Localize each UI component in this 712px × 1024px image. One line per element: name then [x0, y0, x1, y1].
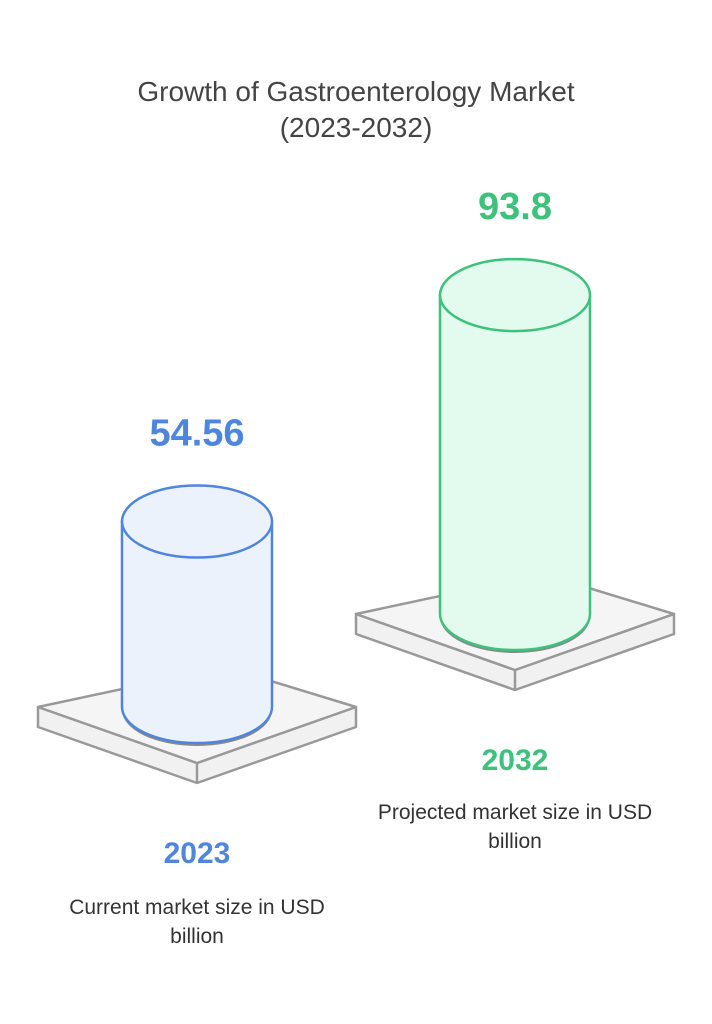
category-label: 2032 [482, 744, 549, 777]
cylinder [438, 293, 592, 652]
description: Current market size in USD billion [69, 896, 325, 948]
cylinder-top [120, 484, 274, 559]
value-label: 93.8 [478, 186, 552, 228]
chart-title: Growth of Gastroenterology Market (2023-… [137, 76, 575, 143]
cylinder-top [438, 257, 592, 333]
description: Projected market size in USD billion [377, 801, 653, 853]
category-label: 2023 [164, 837, 231, 870]
cylinder [120, 520, 274, 745]
value-label: 54.56 [149, 413, 244, 455]
